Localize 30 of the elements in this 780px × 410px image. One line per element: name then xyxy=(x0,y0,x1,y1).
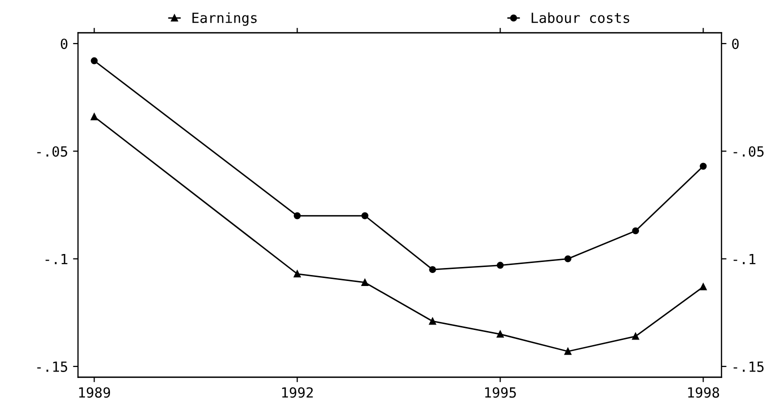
x-tick-label: 1992 xyxy=(282,387,313,398)
y2-tick-label: 0 xyxy=(732,38,739,50)
point xyxy=(90,57,98,64)
y-tick-label: -.1 xyxy=(46,254,68,264)
y2-tick-label: -.1 xyxy=(734,254,756,264)
point xyxy=(429,266,436,274)
point xyxy=(361,279,368,286)
point xyxy=(564,255,572,262)
point xyxy=(564,348,572,355)
point xyxy=(90,113,98,120)
y-tick-label: -.05 xyxy=(37,146,68,157)
point xyxy=(496,262,504,269)
legend-label: Earnings xyxy=(192,12,257,26)
y2-tick-label: -.05 xyxy=(734,146,764,157)
point xyxy=(700,283,707,290)
y-tick-label: 0 xyxy=(60,38,68,50)
x-tick-label: 1989 xyxy=(79,387,110,398)
y-tick-label: -.15 xyxy=(37,362,68,372)
legend-label: Labour costs xyxy=(532,12,630,24)
point xyxy=(361,212,368,220)
point xyxy=(700,162,707,170)
point xyxy=(294,212,301,220)
point xyxy=(632,227,640,234)
point xyxy=(632,332,640,340)
x-tick-label: 1995 xyxy=(485,387,516,398)
y2-tick-label: -.15 xyxy=(734,362,764,372)
point xyxy=(294,270,301,278)
x-tick-label: 1998 xyxy=(688,387,720,398)
point xyxy=(429,318,436,325)
point xyxy=(496,330,504,338)
